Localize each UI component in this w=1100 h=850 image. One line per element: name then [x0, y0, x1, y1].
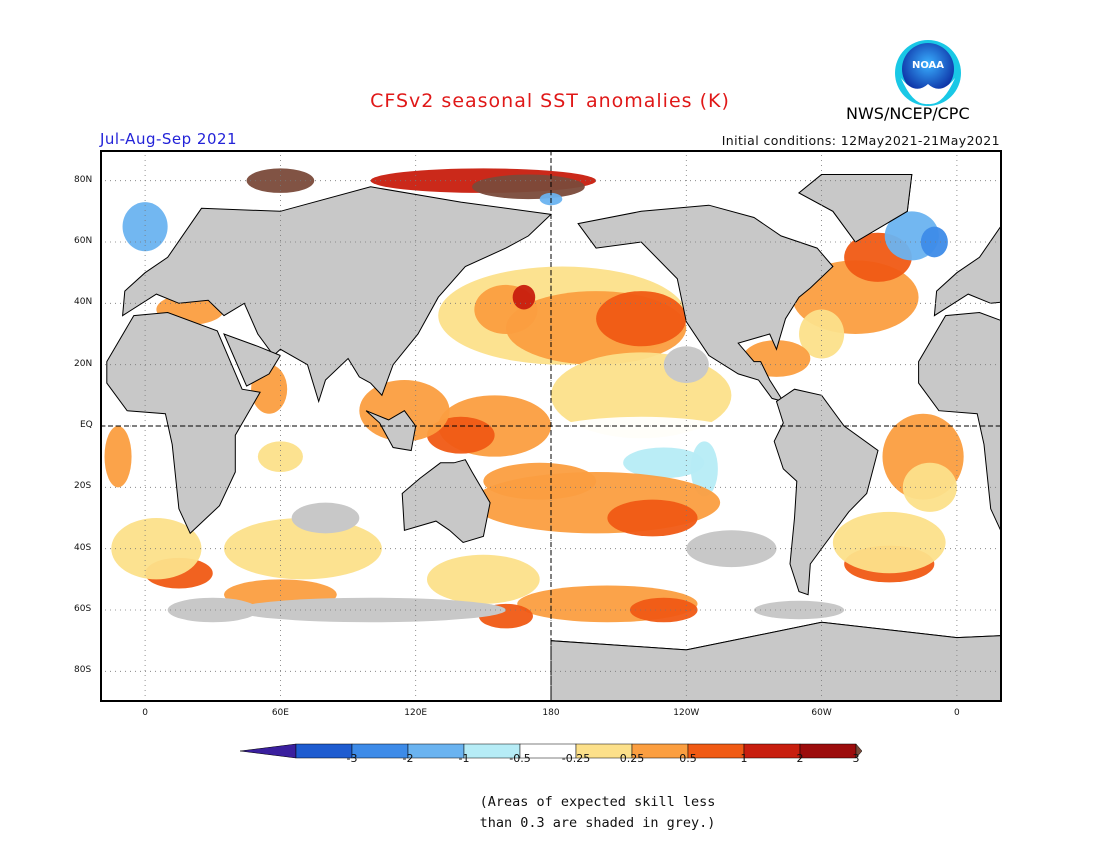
anomaly-region: [596, 291, 687, 347]
longitude-label: 180: [542, 708, 560, 718]
colorbar-min-arrow: [240, 743, 297, 759]
landmass: [122, 186, 553, 404]
season-label: Jul-Aug-Sep 2021: [100, 130, 238, 148]
anomaly-region: [690, 441, 718, 497]
map-gridlines: [100, 150, 1002, 702]
skill-note-line-2: than 0.3 are shaded in grey.): [479, 815, 716, 831]
colorbar-segment: [799, 743, 857, 759]
colorbar-max-arrow: [855, 743, 862, 759]
anomaly-region: [629, 597, 698, 623]
longitude-label: 120E: [404, 708, 428, 718]
land-masses: [106, 174, 1002, 702]
anomaly-region: [623, 447, 705, 479]
landmass: [550, 621, 1002, 702]
anomaly-region: [832, 511, 946, 574]
anomaly-region: [902, 462, 957, 512]
logo-text: NOAA: [912, 60, 944, 71]
colorbar-label: 3: [852, 752, 860, 765]
landmass: [401, 459, 491, 544]
landmass: [773, 388, 879, 596]
colorbar-label: 0.25: [619, 752, 645, 765]
longitude-label: 0: [954, 708, 960, 718]
low-skill-region: [686, 530, 777, 568]
map-title: CFSv2 seasonal SST anomalies (K): [370, 90, 730, 112]
anomaly-region: [426, 554, 540, 604]
latitude-label: 20N: [74, 358, 93, 369]
anomaly-region: [920, 226, 948, 258]
anomaly-region: [512, 284, 536, 310]
color-scale-bar: [240, 743, 862, 759]
latitude-label: 60S: [74, 604, 92, 614]
sst-anomaly-map: [100, 150, 1002, 702]
colorbar-label: 2: [796, 752, 804, 765]
initial-conditions-label: Initial conditions: 12May2021-21May2021: [721, 133, 1000, 148]
low-skill-region: [291, 502, 360, 534]
agency-label: NWS/NCEP/CPC: [846, 104, 970, 123]
longitude-label: 60E: [271, 708, 289, 718]
landmass: [106, 311, 261, 535]
colorbar-label: -0.5: [509, 752, 531, 765]
anomaly-region: [483, 462, 597, 500]
landmass: [933, 223, 1002, 317]
latitude-label: 60N: [74, 236, 93, 246]
latitude-label: 20S: [74, 481, 92, 492]
latitude-label: EQ: [80, 420, 93, 430]
latitude-label: 80N: [74, 174, 93, 185]
noaa-logo-icon: NOAA: [895, 40, 961, 106]
landmass: [918, 311, 1002, 535]
anomaly-region: [104, 426, 132, 488]
colorbar-segment: [407, 743, 465, 759]
latitude-label: 40S: [74, 542, 92, 553]
anomaly-region: [257, 441, 303, 472]
low-skill-region: [167, 597, 258, 623]
anomaly-region: [799, 309, 845, 359]
anomaly-region: [122, 202, 168, 252]
landmass: [798, 174, 913, 243]
landmass: [365, 410, 417, 452]
colorbar-label: -0.25: [561, 752, 591, 765]
anomaly-region: [111, 518, 202, 580]
colorbar-segment: [743, 743, 801, 759]
colorbar-label: -3: [346, 752, 358, 765]
latitude-label: 80S: [74, 665, 92, 676]
colorbar-label: 1: [740, 752, 748, 765]
landmass: [223, 333, 282, 387]
colorbar-label: -2: [402, 752, 414, 765]
latitude-label: 40N: [74, 297, 93, 308]
anomaly-region: [472, 174, 585, 200]
colorbar-label: 0.5: [679, 752, 697, 765]
colorbar-segment: [351, 743, 409, 759]
anomaly-region: [607, 499, 698, 537]
longitude-label: 120W: [673, 708, 700, 718]
skill-note: (Areas of expected skill less than 0.3 a…: [0, 792, 1100, 834]
map-frame: [100, 150, 1002, 702]
colorbar-segment: [295, 743, 353, 759]
low-skill-region: [663, 346, 709, 384]
skill-note-line-1: (Areas of expected skill less: [479, 794, 716, 810]
colorbar-label: -1: [458, 752, 470, 765]
anomaly-region: [224, 518, 382, 580]
longitude-label: 60W: [811, 708, 832, 718]
longitude-label: 0: [142, 708, 148, 718]
